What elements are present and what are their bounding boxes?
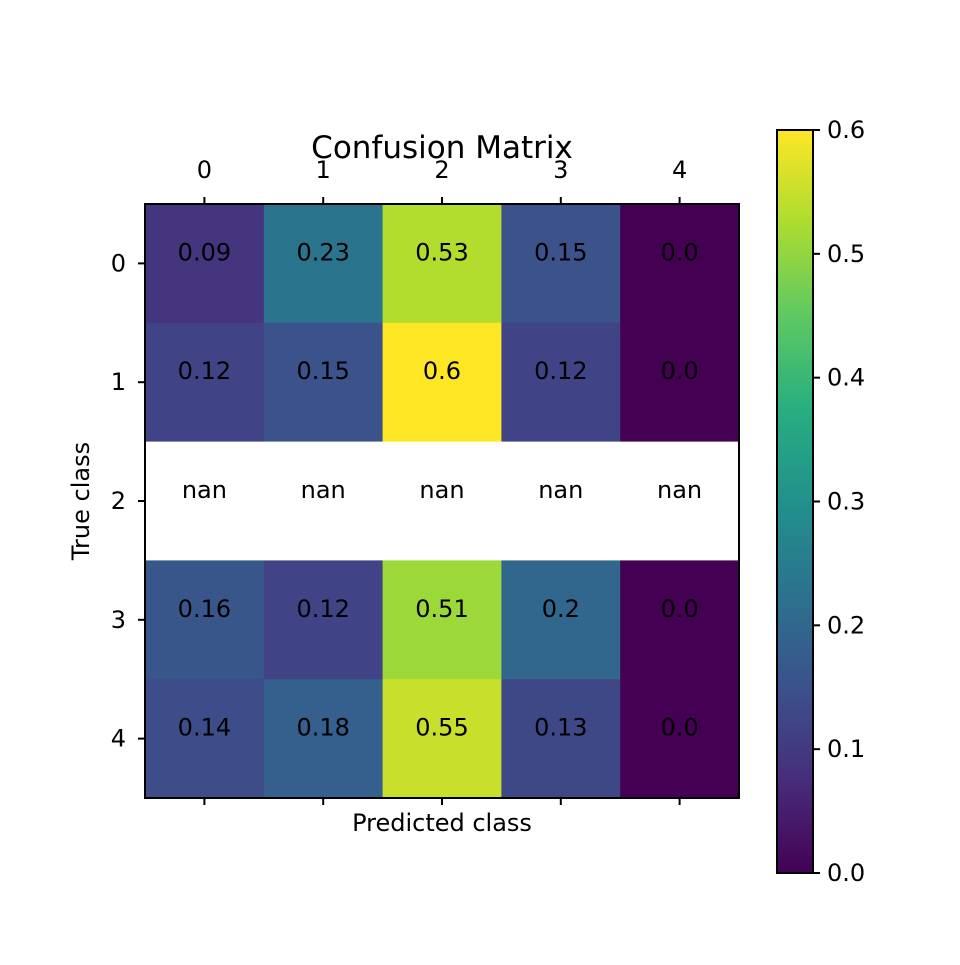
colorbar [776, 129, 814, 874]
cell-value-label: nan [182, 476, 227, 504]
colorbar-ticks: 0.0 0.1 0.2 0.3 0.4 0.5 0.6 [813, 116, 865, 887]
cell-value-label: nan [419, 476, 464, 504]
cell-value-label: 0.0 [661, 357, 699, 385]
heatmap-cell [501, 441, 621, 561]
cell-value-label: 0.14 [178, 714, 231, 742]
heatmap-cell [145, 679, 265, 799]
x-tick-label: 4 [672, 156, 687, 184]
cell-value-label: 0.53 [415, 238, 468, 266]
cell-value-label: 0.12 [178, 357, 231, 385]
heatmap-cell [382, 204, 502, 324]
cell-value-label: 0.13 [534, 714, 587, 742]
x-tick-label: 2 [434, 156, 449, 184]
heatmap-cell [382, 560, 502, 680]
cell-value-label: 0.2 [542, 595, 580, 623]
chart-title: Confusion Matrix [311, 130, 573, 166]
cell-value-label: 0.55 [415, 714, 468, 742]
cell-value-label: 0.16 [178, 595, 231, 623]
heatmap-cell [620, 560, 740, 680]
heatmap-cell [263, 204, 384, 324]
cell-value-label: 0.09 [178, 238, 231, 266]
heatmap-cell [145, 322, 265, 443]
colorbar-tick-label: 0.6 [827, 116, 865, 144]
cell-value-label: 0.6 [423, 357, 461, 385]
heatmap-cell [501, 679, 621, 799]
colorbar-tick-label: 0.1 [827, 735, 865, 763]
heatmap-cell [263, 679, 384, 799]
cell-value-label: 0.0 [661, 714, 699, 742]
x-tick-label: 3 [553, 156, 568, 184]
heatmap-cell [145, 560, 265, 680]
cell-value-label: 0.15 [296, 357, 349, 385]
heatmap-cell [501, 204, 621, 324]
x-tick-label: 1 [316, 156, 331, 184]
cell-value-label: nan [301, 476, 346, 504]
heatmap-cell [620, 441, 740, 561]
cell-value-label: 0.51 [415, 595, 468, 623]
y-axis-label: True class [67, 442, 95, 561]
y-tick-label: 3 [111, 606, 126, 634]
heatmap-cell [263, 441, 384, 561]
heatmap-cell [501, 560, 621, 680]
heatmap-cell [620, 679, 740, 799]
colorbar-tick-label: 0.4 [827, 364, 865, 392]
heatmap-cell-labels: 0.09 0.23 0.53 0.15 0.0 0.12 0.15 0.6 0.12 0.0 nan… [178, 238, 702, 741]
heatmap-cell [382, 679, 502, 799]
cell-value-label: 0.18 [296, 714, 349, 742]
cell-value-label: 0.0 [661, 595, 699, 623]
colorbar-tick-label: 0.0 [827, 859, 865, 887]
heatmap-cell [501, 322, 621, 443]
cell-value-label: 0.23 [296, 238, 349, 266]
y-tick-label: 4 [111, 725, 126, 753]
cell-value-label: nan [657, 476, 702, 504]
heatmap-cell [263, 322, 384, 443]
colorbar-tick-label: 0.2 [827, 611, 865, 639]
x-axis-ticks: 0 1 2 3 4 [197, 156, 687, 805]
heatmap-cell [145, 441, 265, 561]
cell-value-label: nan [538, 476, 583, 504]
y-tick-label: 2 [111, 487, 126, 515]
colorbar-tick-label: 0.5 [827, 240, 865, 268]
y-tick-label: 0 [111, 249, 126, 277]
heatmap-cell [620, 204, 740, 324]
colorbar-tick-label: 0.3 [827, 488, 865, 516]
y-tick-label: 1 [111, 368, 126, 396]
cell-value-label: 0.0 [661, 238, 699, 266]
heatmap-cell [145, 204, 265, 324]
heatmap-cell [620, 322, 740, 443]
cell-value-label: 0.12 [296, 595, 349, 623]
heatmap-cell [382, 441, 502, 561]
heatmap-cells [145, 204, 740, 799]
heatmap-cell [263, 560, 384, 680]
heatmap-cell [382, 322, 502, 443]
cell-value-label: 0.15 [534, 238, 587, 266]
x-tick-label: 0 [197, 156, 212, 184]
x-axis-label: Predicted class [352, 809, 532, 837]
cell-value-label: 0.12 [534, 357, 587, 385]
y-axis-ticks: 0 1 2 3 4 [111, 249, 145, 753]
